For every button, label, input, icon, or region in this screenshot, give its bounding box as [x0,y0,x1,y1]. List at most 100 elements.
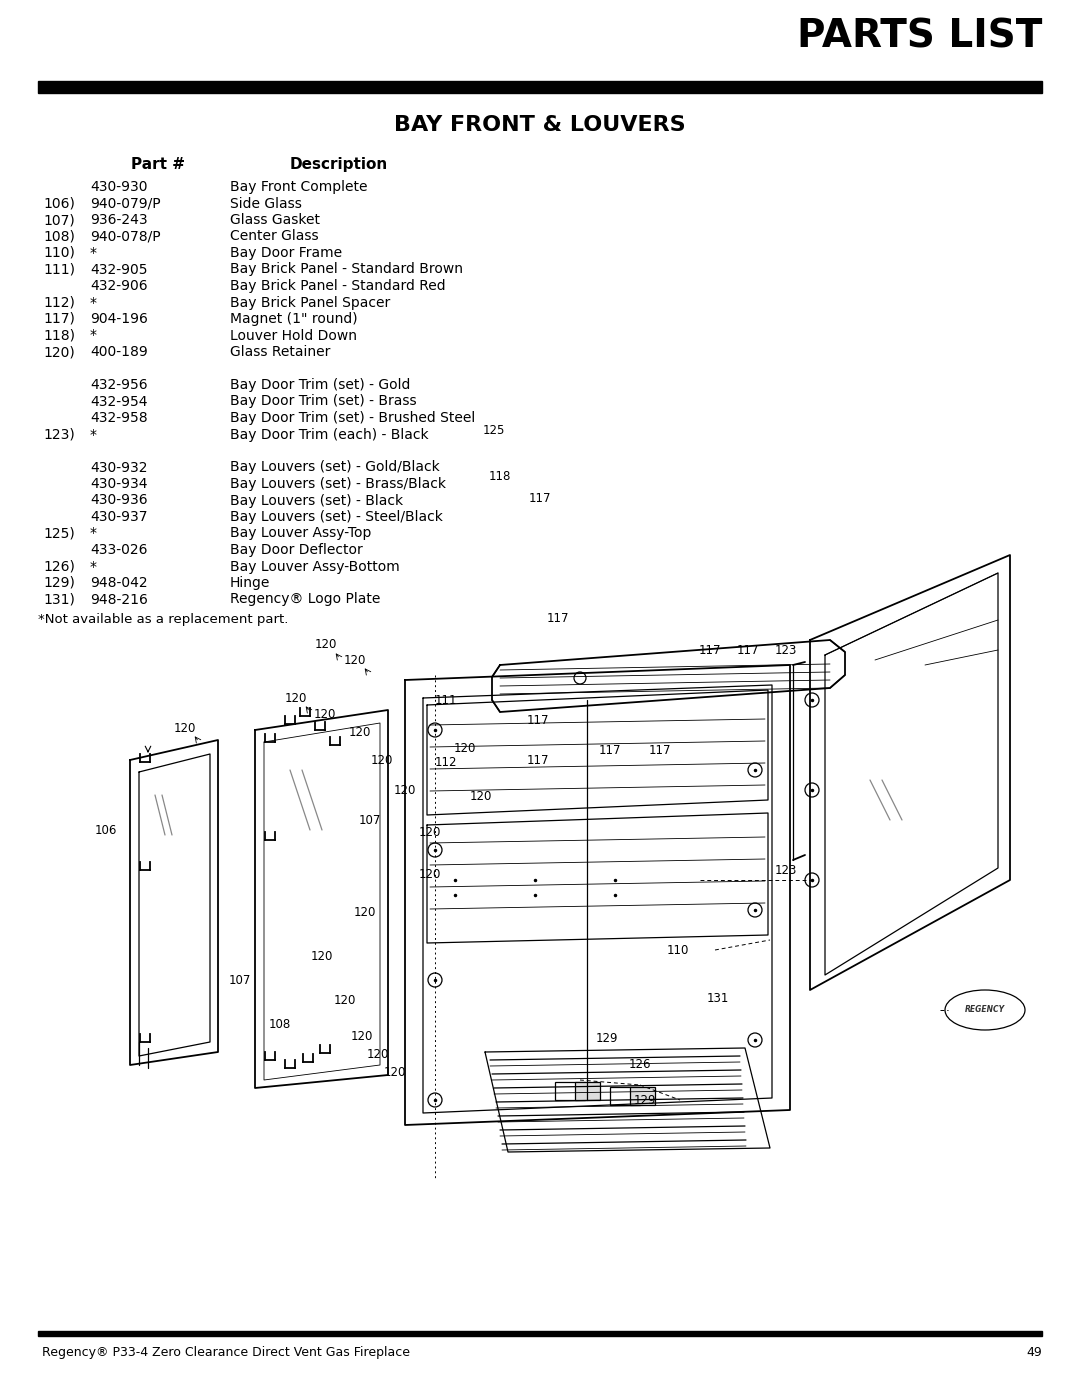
Text: 120: 120 [354,905,376,918]
Text: 123: 123 [774,644,797,657]
Text: 117: 117 [649,743,672,757]
Text: 118: 118 [489,469,511,482]
Text: Magnet (1" round): Magnet (1" round) [230,312,357,326]
Bar [630,1087,654,1105]
Text: 948-042: 948-042 [90,576,148,590]
Text: 112: 112 [435,756,457,768]
Text: 110): 110) [43,246,75,260]
Text: Glass Retainer: Glass Retainer [230,345,330,359]
Text: Bay Brick Panel - Standard Brown: Bay Brick Panel - Standard Brown [230,263,463,277]
Text: Part #: Part # [131,156,185,172]
Text: Bay Brick Panel - Standard Red: Bay Brick Panel - Standard Red [230,279,446,293]
Text: 430-930: 430-930 [90,180,148,194]
Text: 131: 131 [706,992,729,1004]
Text: 940-078/P: 940-078/P [90,229,161,243]
Text: 120: 120 [174,721,197,735]
Text: Bay Louvers (set) - Steel/Black: Bay Louvers (set) - Steel/Black [230,510,443,524]
Text: 904-196: 904-196 [90,312,148,326]
Text: Bay Louvers (set) - Brass/Black: Bay Louvers (set) - Brass/Black [230,476,446,490]
Text: 117: 117 [546,612,569,624]
Text: 129: 129 [634,1094,657,1106]
Text: 430-937: 430-937 [90,510,148,524]
Text: 936-243: 936-243 [90,212,148,226]
Text: 120: 120 [285,692,307,704]
Text: 112): 112) [43,296,75,310]
Text: 108: 108 [269,1018,292,1031]
Text: *: * [90,296,97,310]
Text: 432-958: 432-958 [90,411,148,425]
Text: REGENCY: REGENCY [964,1006,1005,1014]
Text: *: * [90,246,97,260]
Text: 120: 120 [349,725,372,739]
Text: 118): 118) [43,328,75,342]
Bar [555,1083,585,1099]
Text: 107): 107) [43,212,75,226]
Text: *: * [90,328,97,342]
Text: 117: 117 [737,644,759,657]
Text: 430-934: 430-934 [90,476,148,490]
Bar [38,1331,1042,1336]
Text: 129): 129) [43,576,75,590]
Text: *: * [90,560,97,574]
Text: BAY FRONT & LOUVERS: BAY FRONT & LOUVERS [394,115,686,136]
Text: 432-956: 432-956 [90,379,148,393]
Text: 108): 108) [43,229,75,243]
Text: 432-954: 432-954 [90,394,148,408]
Text: 120: 120 [367,1049,389,1062]
Text: Bay Door Frame: Bay Door Frame [230,246,342,260]
Text: 120: 120 [343,654,366,666]
Text: 125: 125 [483,423,505,436]
Text: 120: 120 [311,950,334,964]
Text: Bay Louvers (set) - Black: Bay Louvers (set) - Black [230,493,403,507]
Text: Glass Gasket: Glass Gasket [230,212,320,226]
Text: Side Glass: Side Glass [230,197,302,211]
Text: 120): 120) [43,345,75,359]
Bar [38,81,1042,94]
Text: Bay Louver Assy-Bottom: Bay Louver Assy-Bottom [230,560,400,574]
Text: *: * [90,427,97,441]
Bar [575,1083,600,1099]
Text: 123: 123 [774,863,797,876]
Text: 432-905: 432-905 [90,263,148,277]
Text: 400-189: 400-189 [90,345,148,359]
Text: 120: 120 [351,1030,374,1042]
Text: 107: 107 [229,974,252,986]
Text: Regency® Logo Plate: Regency® Logo Plate [230,592,380,606]
Text: 120: 120 [370,753,393,767]
Text: 117: 117 [598,743,621,757]
Text: 120: 120 [394,784,416,796]
Text: Bay Door Trim (each) - Black: Bay Door Trim (each) - Black [230,427,429,441]
Text: Regency® P33-4 Zero Clearance Direct Vent Gas Fireplace: Regency® P33-4 Zero Clearance Direct Ven… [42,1345,410,1359]
Text: Bay Door Trim (set) - Brushed Steel: Bay Door Trim (set) - Brushed Steel [230,411,475,425]
Text: Louver Hold Down: Louver Hold Down [230,328,357,342]
Text: Bay Door Deflector: Bay Door Deflector [230,543,363,557]
Text: 120: 120 [470,789,492,802]
Text: 117): 117) [43,312,75,326]
Text: 120: 120 [383,1066,406,1078]
Text: 123): 123) [43,427,75,441]
Text: 49: 49 [1026,1345,1042,1359]
Text: 106: 106 [95,823,118,837]
Text: 430-932: 430-932 [90,461,148,475]
Text: 432-906: 432-906 [90,279,148,293]
Text: Bay Louvers (set) - Gold/Black: Bay Louvers (set) - Gold/Black [230,461,440,475]
Text: 948-216: 948-216 [90,592,148,606]
Text: 111: 111 [435,693,457,707]
Text: 126): 126) [43,560,75,574]
Text: 120: 120 [334,993,356,1006]
Text: Description: Description [291,156,388,172]
Text: Center Glass: Center Glass [230,229,319,243]
Text: Bay Door Trim (set) - Brass: Bay Door Trim (set) - Brass [230,394,417,408]
Text: 129: 129 [596,1031,618,1045]
Text: Bay Door Trim (set) - Gold: Bay Door Trim (set) - Gold [230,379,410,393]
Text: 120: 120 [314,708,336,721]
Text: *: * [90,527,97,541]
Text: 107: 107 [359,813,381,827]
Text: 117: 117 [529,492,551,504]
Text: 111): 111) [43,263,75,277]
Text: Bay Front Complete: Bay Front Complete [230,180,367,194]
Text: 120: 120 [314,638,337,651]
Text: 430-936: 430-936 [90,493,148,507]
Text: 126: 126 [629,1059,651,1071]
Text: Bay Brick Panel Spacer: Bay Brick Panel Spacer [230,296,390,310]
